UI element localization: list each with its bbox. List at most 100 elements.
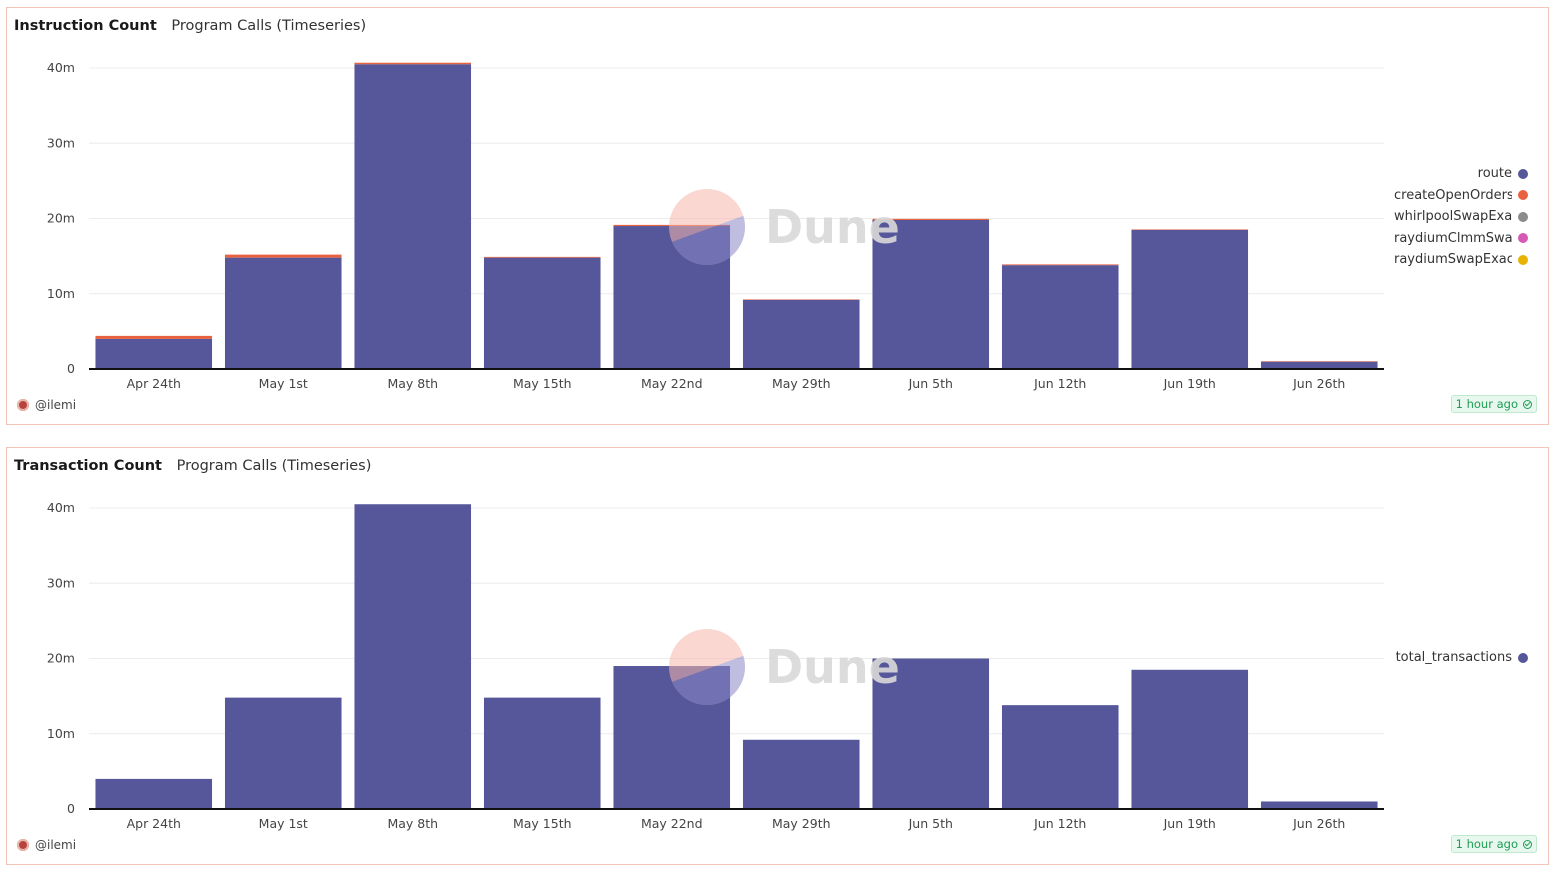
x-tick-label: May 22nd bbox=[641, 816, 703, 831]
bar-total_transactions[interactable] bbox=[354, 504, 472, 809]
x-tick-label: Jun 5th bbox=[908, 376, 953, 391]
bar-route[interactable] bbox=[483, 257, 601, 369]
x-tick-label: May 15th bbox=[513, 816, 572, 831]
bar-route[interactable] bbox=[872, 220, 990, 369]
check-circle-icon bbox=[1523, 839, 1532, 849]
updated-text: 1 hour ago bbox=[1455, 397, 1518, 411]
bar-createOpenOrders[interactable] bbox=[95, 335, 213, 339]
legend-label: total_transactions bbox=[1395, 650, 1512, 666]
legend-label: raydiumClmmSwapExactInput bbox=[1394, 230, 1512, 246]
legend-label: raydiumSwapExactInput bbox=[1394, 252, 1512, 268]
legend-label: route bbox=[1477, 166, 1512, 182]
bar-route[interactable] bbox=[742, 299, 860, 369]
updated-text: 1 hour ago bbox=[1455, 837, 1518, 851]
check-circle-icon bbox=[1523, 399, 1532, 409]
legend-dot-icon bbox=[1518, 652, 1528, 663]
legend-item[interactable]: total_transactions bbox=[1396, 647, 1528, 669]
y-tick-label: 30m bbox=[47, 135, 75, 150]
legend-item[interactable]: createOpenOrders bbox=[1394, 185, 1528, 207]
transaction-count-chart[interactable]: 0 10m 20m 30m 40m Apr 24th May 1st May 8th May 1… bbox=[7, 448, 1550, 866]
bar-total_transactions[interactable] bbox=[224, 697, 342, 809]
x-tick-label: May 8th bbox=[387, 376, 438, 391]
y-tick-label: 10m bbox=[47, 726, 75, 741]
y-tick-label: 20m bbox=[47, 651, 75, 666]
bar-total_transactions[interactable] bbox=[1260, 801, 1378, 809]
bar-createOpenOrders[interactable] bbox=[1260, 361, 1378, 362]
y-tick-label: 40m bbox=[47, 60, 75, 75]
legend-dot-icon bbox=[1518, 168, 1528, 179]
bar-createOpenOrders[interactable] bbox=[1131, 229, 1249, 230]
legend-label: whirlpoolSwapExactInput bbox=[1394, 209, 1512, 225]
bar-createOpenOrders[interactable] bbox=[354, 62, 472, 65]
transaction-count-panel: Transaction Count Program Calls (Timeser… bbox=[6, 447, 1549, 865]
instruction-count-chart[interactable]: 0 10m 20m 30m 40m Apr 24th May 1st May 8th May 1… bbox=[7, 8, 1550, 426]
legend-label: createOpenOrders bbox=[1394, 187, 1512, 203]
legend-item[interactable]: whirlpoolSwapExactInput bbox=[1394, 206, 1528, 228]
bar-route[interactable] bbox=[95, 338, 213, 369]
bar-total_transactions[interactable] bbox=[483, 697, 601, 809]
x-tick-label: Jun 5th bbox=[908, 816, 953, 831]
chart-subtitle: Program Calls (Timeseries) bbox=[176, 458, 372, 474]
author-link[interactable]: @ilemi bbox=[17, 398, 76, 412]
x-tick-label: Jun 19th bbox=[1163, 376, 1216, 391]
updated-badge: 1 hour ago bbox=[1450, 395, 1537, 413]
x-tick-label: Jun 26th bbox=[1292, 376, 1345, 391]
legend-item[interactable]: route bbox=[1394, 163, 1528, 185]
legend-dot-icon bbox=[1518, 254, 1528, 265]
bar-total_transactions[interactable] bbox=[613, 666, 731, 809]
bar-createOpenOrders[interactable] bbox=[872, 218, 990, 221]
chart-legend: total_transactions bbox=[1396, 647, 1528, 669]
bar-route[interactable] bbox=[613, 226, 731, 369]
panel-header: Instruction Count Program Calls (Timeser… bbox=[14, 18, 366, 34]
bar-createOpenOrders[interactable] bbox=[483, 256, 601, 258]
x-tick-label: May 29th bbox=[772, 816, 831, 831]
x-tick-label: Apr 24th bbox=[127, 376, 181, 391]
bar-route[interactable] bbox=[1260, 361, 1378, 369]
author-name: @ilemi bbox=[35, 398, 77, 412]
x-tick-label: May 8th bbox=[387, 816, 438, 831]
bar-route[interactable] bbox=[224, 257, 342, 369]
y-tick-label: 10m bbox=[47, 286, 75, 301]
x-tick-label: May 1st bbox=[259, 816, 308, 831]
y-tick-label: 0 bbox=[67, 801, 75, 816]
bar-createOpenOrders[interactable] bbox=[224, 254, 342, 258]
bar-route[interactable] bbox=[1001, 265, 1119, 369]
x-tick-label: May 15th bbox=[513, 376, 572, 391]
avatar bbox=[17, 839, 29, 851]
chart-legend: route createOpenOrders whirlpoolSwapExactI… bbox=[1394, 163, 1528, 271]
y-tick-label: 0 bbox=[67, 361, 75, 376]
instruction-count-panel: Instruction Count Program Calls (Timeser… bbox=[6, 7, 1549, 425]
x-tick-label: Jun 12th bbox=[1033, 816, 1086, 831]
y-tick-label: 30m bbox=[47, 575, 75, 590]
avatar bbox=[17, 399, 29, 411]
bar-route[interactable] bbox=[1131, 229, 1249, 369]
x-tick-label: May 22nd bbox=[641, 376, 703, 391]
updated-badge: 1 hour ago bbox=[1450, 835, 1537, 853]
bar-total_transactions[interactable] bbox=[872, 658, 990, 810]
chart-title: Transaction Count bbox=[14, 458, 162, 474]
y-tick-label: 40m bbox=[47, 500, 75, 515]
legend-item[interactable]: raydiumSwapExactInput bbox=[1394, 249, 1528, 271]
chart-subtitle: Program Calls (Timeseries) bbox=[171, 18, 367, 34]
legend-item[interactable]: raydiumClmmSwapExactInput bbox=[1394, 228, 1528, 250]
panel-header: Transaction Count Program Calls (Timeser… bbox=[14, 458, 371, 474]
chart-title: Instruction Count bbox=[14, 18, 157, 34]
bar-createOpenOrders[interactable] bbox=[1001, 264, 1119, 266]
bar-total_transactions[interactable] bbox=[95, 778, 213, 809]
x-tick-label: Jun 26th bbox=[1292, 816, 1345, 831]
legend-dot-icon bbox=[1518, 211, 1528, 222]
x-tick-label: Jun 19th bbox=[1163, 816, 1216, 831]
x-tick-label: Jun 12th bbox=[1033, 376, 1086, 391]
author-link[interactable]: @ilemi bbox=[17, 838, 76, 852]
y-tick-label: 20m bbox=[47, 211, 75, 226]
author-name: @ilemi bbox=[35, 838, 77, 852]
bar-total_transactions[interactable] bbox=[1131, 669, 1249, 809]
bar-total_transactions[interactable] bbox=[1001, 705, 1119, 809]
bar-createOpenOrders[interactable] bbox=[613, 224, 731, 227]
bar-createOpenOrders[interactable] bbox=[742, 299, 860, 300]
bar-total_transactions[interactable] bbox=[742, 739, 860, 809]
x-tick-label: Apr 24th bbox=[127, 816, 181, 831]
bar-route[interactable] bbox=[354, 64, 472, 370]
legend-dot-icon bbox=[1518, 190, 1528, 201]
x-tick-label: May 1st bbox=[259, 376, 308, 391]
